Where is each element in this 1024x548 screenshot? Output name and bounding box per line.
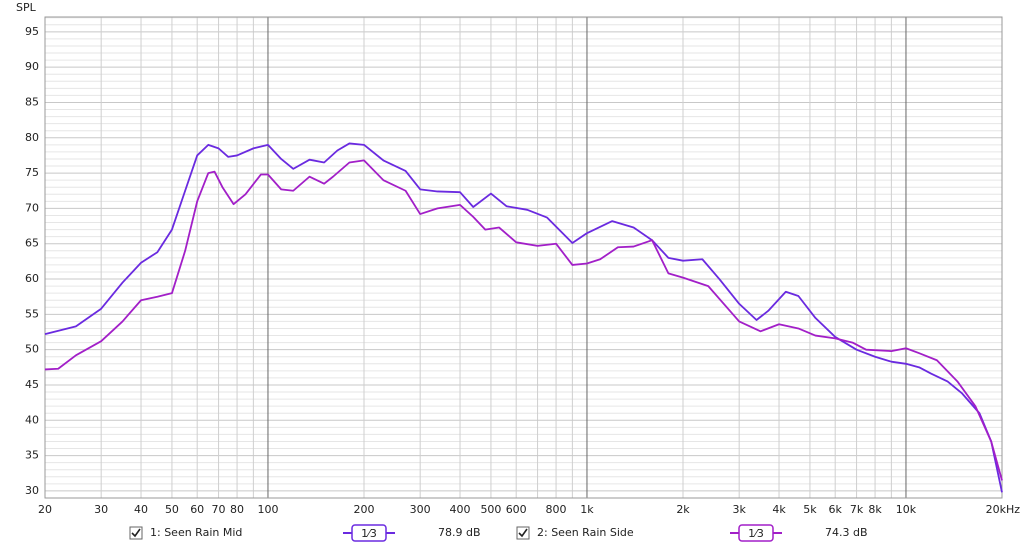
y-tick-label: 90 xyxy=(25,60,39,73)
x-tick-label: 60 xyxy=(190,503,204,516)
y-tick-label: 70 xyxy=(25,201,39,214)
plot-frame xyxy=(44,16,1003,499)
x-tick-label: 70 xyxy=(212,503,226,516)
x-tick-label: 3k xyxy=(732,503,746,516)
smoothing-box xyxy=(351,524,387,542)
smoothing-label: 1⁄3 xyxy=(748,527,764,540)
x-tick-label: 40 xyxy=(134,503,148,516)
y-tick-label: 75 xyxy=(25,166,39,179)
y-tick-label: 95 xyxy=(25,25,39,38)
smoothing-box xyxy=(738,524,774,542)
x-tick-label: 400 xyxy=(450,503,471,516)
y-tick-label: 65 xyxy=(25,237,39,250)
x-tick-label: 2k xyxy=(676,503,690,516)
x-tick-label: 100 xyxy=(257,503,278,516)
x-tick-label: 10k xyxy=(896,503,917,516)
x-tick-label: 200 xyxy=(354,503,375,516)
checkmark xyxy=(131,528,141,538)
checkbox xyxy=(129,526,143,540)
x-tick-label: 30 xyxy=(94,503,108,516)
legend-item: 2: Seen Rain Side 1⁄3 74.3 dB xyxy=(516,524,868,542)
x-tick-label: 600 xyxy=(506,503,527,516)
x-tick-label: 300 xyxy=(410,503,431,516)
y-tick-label: 40 xyxy=(25,413,39,426)
y-tick-label: 50 xyxy=(25,343,39,356)
x-tick-label: 20 xyxy=(38,503,52,516)
y-tick-label: 80 xyxy=(25,131,39,144)
smoothing-label: 1⁄3 xyxy=(361,527,377,540)
checkbox xyxy=(516,526,530,540)
x-tick-label: 4k xyxy=(772,503,786,516)
legend-label: 2: Seen Rain Side xyxy=(537,526,634,539)
x-tick-label: 20kHz xyxy=(986,503,1021,516)
y-tick-label: 30 xyxy=(25,484,39,497)
y-axis-label: SPL xyxy=(16,1,37,14)
x-tick-label: 50 xyxy=(165,503,179,516)
y-tick-label: 55 xyxy=(25,307,39,320)
x-tick-label: 6k xyxy=(829,503,843,516)
y-tick-label: 60 xyxy=(25,272,39,285)
series-line xyxy=(44,159,1003,481)
y-tick-label: 45 xyxy=(25,378,39,391)
y-tick-label: 35 xyxy=(25,449,39,462)
x-tick-label: 1k xyxy=(580,503,594,516)
x-tick-label: 7k xyxy=(850,503,864,516)
x-tick-label: 5k xyxy=(803,503,817,516)
y-tick-label: 85 xyxy=(25,95,39,108)
x-tick-label: 80 xyxy=(230,503,244,516)
series-line xyxy=(44,142,1003,493)
level-label: 74.3 dB xyxy=(825,526,868,539)
level-label: 78.9 dB xyxy=(438,526,481,539)
legend-item: 1: Seen Rain Mid 1⁄3 78.9 dB xyxy=(129,524,481,542)
x-tick-label: 800 xyxy=(546,503,567,516)
x-tick-label: 500 xyxy=(480,503,501,516)
legend-label: 1: Seen Rain Mid xyxy=(150,526,242,539)
checkmark xyxy=(518,528,528,538)
x-tick-label: 8k xyxy=(868,503,882,516)
